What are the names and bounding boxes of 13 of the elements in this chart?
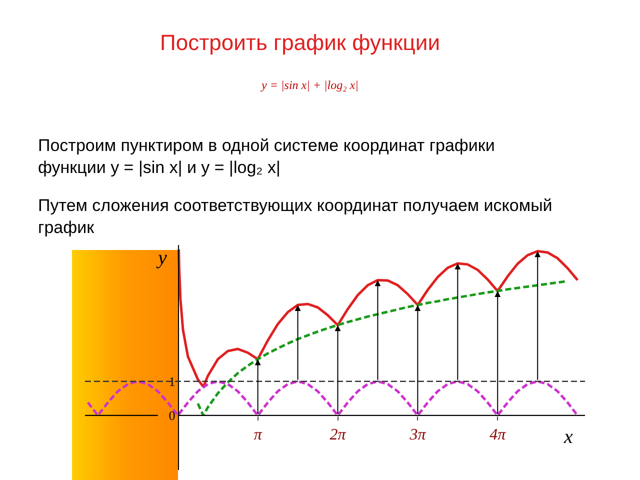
chart-subtitle: y = |sin x| + |log₂ x| bbox=[260, 78, 360, 93]
x-tick-label: 4π bbox=[490, 426, 507, 444]
text: Путем сложения соответствующих координат получаем искомый график bbox=[38, 195, 554, 239]
x-tick-label: 2π bbox=[330, 426, 347, 444]
x-tick-label: 3π bbox=[408, 426, 427, 444]
y-tick-label: 0 bbox=[168, 408, 176, 423]
text: Построим пунктиром в одной системе координат графики функции y = |sin x| и y = |log₂ x| bbox=[38, 135, 496, 179]
line-series bbox=[178, 248, 579, 388]
x-tick-label: π bbox=[254, 426, 263, 444]
x-axis-title: x bbox=[563, 426, 573, 448]
chart-title: Построить график функции bbox=[159, 30, 441, 56]
y-axis-title: y bbox=[156, 247, 167, 269]
y-tick-label: 1 bbox=[168, 374, 176, 389]
